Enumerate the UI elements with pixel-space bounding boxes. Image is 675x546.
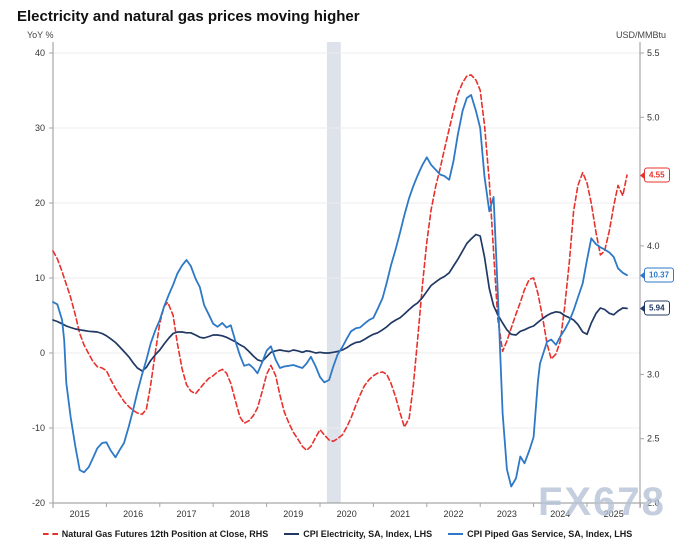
left-tick-label: 40 (35, 48, 45, 58)
chart-legend: Natural Gas Futures 12th Position at Clo… (0, 529, 675, 539)
left-tick-label: -20 (32, 498, 45, 508)
end-value-badge: 10.37 (640, 267, 675, 283)
legend-label: CPI Piped Gas Service, SA, Index, LHS (467, 529, 633, 539)
right-axis-unit-label: USD/MMBtu (615, 30, 666, 40)
series-line-ng-futures (52, 74, 628, 452)
legend-item-cpi-electricity: CPI Electricity, SA, Index, LHS (284, 529, 432, 539)
badge-pointer-icon (640, 271, 645, 279)
solid-line-swatch-icon (284, 533, 300, 535)
badge-pointer-icon (640, 304, 645, 312)
legend-label: CPI Electricity, SA, Index, LHS (303, 529, 433, 539)
x-tick-label: 2022 (443, 509, 463, 519)
end-value-badge: 4.55 (640, 167, 670, 183)
recession-band (326, 42, 341, 503)
x-tick-label: 2018 (230, 509, 250, 519)
left-axis-unit-label: YoY % (27, 30, 54, 40)
right-tick-label: 3.0 (647, 369, 660, 379)
x-tick-label: 2017 (176, 509, 196, 519)
legend-label: Natural Gas Futures 12th Position at Clo… (61, 529, 269, 539)
solid-line-swatch-icon (448, 533, 464, 535)
x-tick-label: 2025 (604, 509, 624, 519)
x-tick-label: 2016 (123, 509, 143, 519)
right-tick-label: 5.0 (647, 112, 660, 122)
x-tick-label: 2015 (70, 509, 90, 519)
right-tick-label: 4.0 (647, 241, 660, 251)
right-tick-label: 5.5 (647, 48, 660, 58)
legend-item-ng-futures: Natural Gas Futures 12th Position at Clo… (42, 529, 269, 539)
left-tick-label: 10 (35, 273, 45, 283)
x-tick-label: 2021 (390, 509, 410, 519)
legend-item-cpi-piped-gas: CPI Piped Gas Service, SA, Index, LHS (448, 529, 632, 539)
left-tick-label: 30 (35, 123, 45, 133)
watermark: FX678 (538, 480, 666, 524)
x-tick-label: 2023 (497, 509, 517, 519)
left-tick-label: 20 (35, 198, 45, 208)
right-tick-label: 2.0 (647, 498, 660, 508)
x-tick-label: 2020 (337, 509, 357, 519)
page-title: Electricity and natural gas prices movin… (17, 8, 360, 25)
series-line-cpi-piped-gas (52, 94, 628, 488)
left-tick-label: 0 (40, 348, 45, 358)
x-tick-label: 2024 (550, 509, 570, 519)
left-tick-label: -10 (32, 423, 45, 433)
dashed-line-swatch-icon (42, 533, 58, 535)
right-tick-label: 2.5 (647, 434, 660, 444)
x-tick-label: 2019 (283, 509, 303, 519)
badge-pointer-icon (640, 171, 645, 179)
end-value-badge: 5.94 (640, 300, 670, 316)
